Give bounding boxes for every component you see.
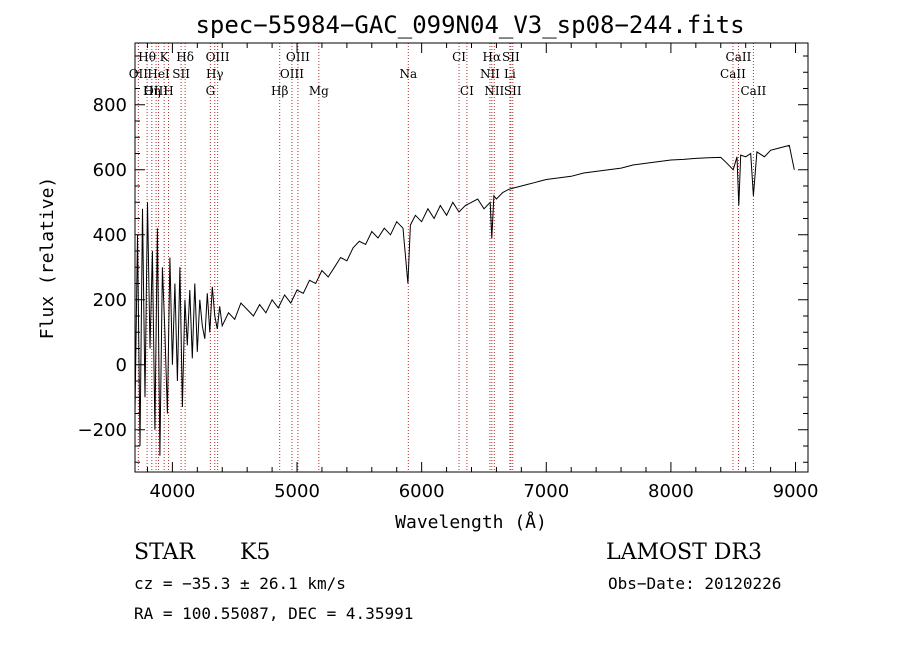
- y-tick-label: −200: [78, 420, 127, 441]
- spectral-line-label: Mg: [309, 84, 329, 98]
- spectral-line-label: SII: [504, 84, 522, 98]
- spectral-line-label: Li: [504, 67, 516, 81]
- chart-title: spec−55984−GAC_099N04_V3_sp08−244.fits: [195, 11, 744, 39]
- y-tick-label: 200: [93, 290, 127, 311]
- spectral-line-label: Hη: [143, 84, 161, 98]
- plot-frame: [134, 42, 809, 473]
- coordinates: RA = 100.55087, DEC = 4.35991: [134, 604, 413, 623]
- y-tick-label: 400: [93, 225, 127, 246]
- spectral-line-label: CaII: [726, 50, 752, 64]
- x-axis-label: Wavelength (Å): [395, 511, 547, 533]
- spectral-line-label: CaII: [720, 67, 746, 81]
- spectral-line-markers: [137, 43, 754, 472]
- spectral-line-label: G: [206, 84, 216, 98]
- y-tick-label: 600: [93, 160, 127, 181]
- spectral-line-label: OIII: [206, 50, 230, 64]
- spectrum-series-line: [134, 144, 795, 456]
- spectral-line-label: NII: [480, 67, 500, 81]
- spectral-line-label: H: [163, 84, 173, 98]
- object-subclass: K5: [240, 540, 270, 565]
- survey-name: LAMOST DR3: [606, 540, 762, 565]
- spectral-line-label: CI: [452, 50, 466, 64]
- spectral-line-label: Hα: [483, 50, 502, 64]
- spectral-line-label: SII: [172, 67, 190, 81]
- x-tick-label: 6000: [399, 481, 445, 502]
- spectral-line-label: Hδ: [176, 50, 194, 64]
- x-axis-ticks: 4000 5000 6000 7000 8000 9000: [146, 43, 819, 502]
- spectral-line-label: Hθ: [138, 50, 156, 64]
- x-tick-label: 9000: [773, 481, 819, 502]
- spectral-line-label: SII: [502, 50, 520, 64]
- spectral-line-label: HeI: [147, 67, 170, 81]
- spectral-line-label: CaII: [740, 84, 766, 98]
- x-tick-label: 7000: [523, 481, 569, 502]
- spectral-line-label: OIII: [286, 50, 310, 64]
- spectral-line-label: OII: [129, 67, 149, 81]
- y-axis-label: Flux (relative): [37, 177, 58, 340]
- spectral-line-label: K: [160, 50, 170, 64]
- spectral-line-label: CI: [460, 84, 474, 98]
- y-tick-label: 0: [116, 355, 127, 376]
- spectral-line-label: Hγ: [206, 67, 224, 81]
- spectral-line-label: OIII: [280, 67, 304, 81]
- y-tick-label: 800: [93, 95, 127, 116]
- redshift-value: cz = −35.3 ± 26.1 km/s: [134, 574, 346, 593]
- x-tick-label: 4000: [149, 481, 195, 502]
- spectral-line-label: OIII: [144, 84, 168, 98]
- object-class: STAR: [134, 540, 196, 565]
- y-axis-ticks: −200 0 200 400 600 800: [78, 55, 808, 463]
- spectral-line-label: NII: [484, 84, 504, 98]
- spectral-line-label: Hβ: [271, 84, 288, 98]
- observation-date: Obs−Date: 20120226: [608, 574, 781, 593]
- x-tick-label: 5000: [274, 481, 320, 502]
- spectral-line-label: Na: [399, 67, 417, 81]
- x-tick-label: 8000: [648, 481, 694, 502]
